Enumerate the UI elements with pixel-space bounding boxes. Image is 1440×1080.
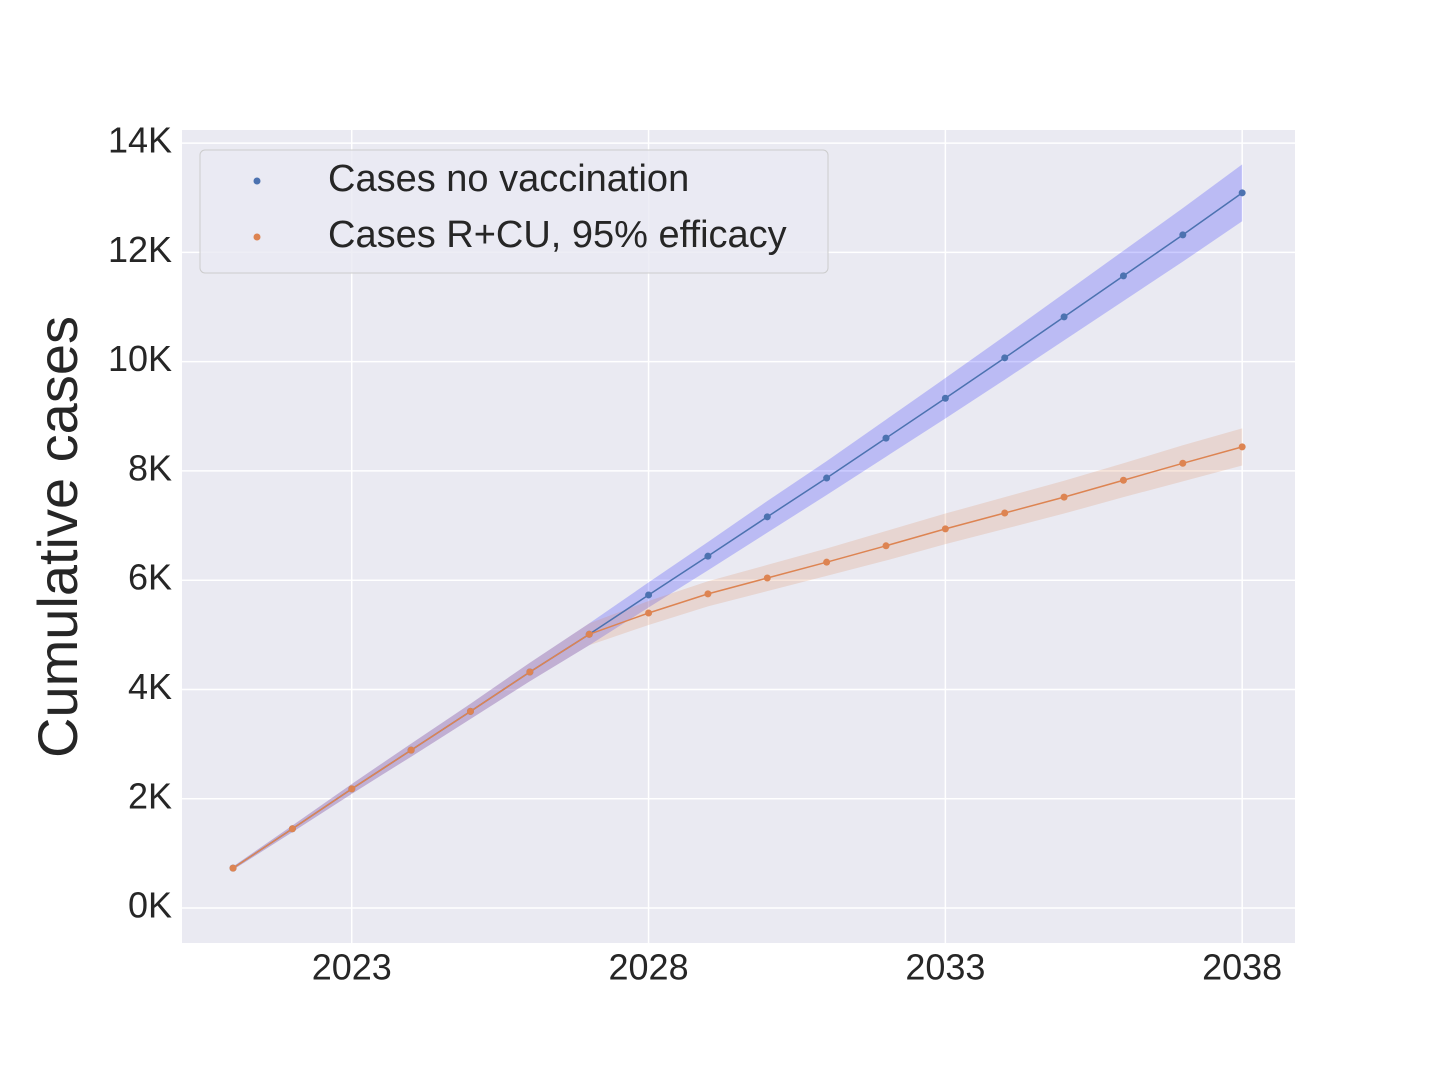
data-point bbox=[823, 558, 831, 566]
data-point bbox=[645, 609, 653, 617]
data-point bbox=[882, 434, 890, 442]
y-tick-label: 6K bbox=[128, 557, 172, 598]
legend-box bbox=[199, 149, 829, 274]
data-point bbox=[1119, 272, 1127, 280]
data-point bbox=[1060, 493, 1068, 501]
data-point bbox=[763, 574, 771, 582]
confidence-band bbox=[233, 164, 1243, 870]
data-point bbox=[1119, 476, 1127, 484]
data-point bbox=[1001, 509, 1009, 517]
y-tick-label: 2K bbox=[128, 775, 172, 816]
y-tick-label: 10K bbox=[108, 338, 172, 379]
data-point bbox=[1001, 354, 1009, 362]
y-tick-label: 12K bbox=[108, 229, 172, 270]
y-tick-label: 8K bbox=[128, 447, 172, 488]
data-point bbox=[763, 513, 771, 521]
y-tick-label: 4K bbox=[128, 666, 172, 707]
data-point bbox=[1179, 231, 1187, 239]
data-point bbox=[704, 552, 712, 560]
y-tick-label: 14K bbox=[108, 120, 172, 161]
series-line bbox=[232, 446, 1243, 869]
data-point bbox=[288, 825, 296, 833]
data-point bbox=[229, 864, 237, 872]
data-point bbox=[1238, 189, 1246, 197]
data-point bbox=[526, 668, 534, 676]
data-point bbox=[1060, 313, 1068, 321]
data-point bbox=[585, 630, 593, 638]
y-tick-label: 0K bbox=[128, 885, 172, 926]
legend-marker bbox=[253, 233, 261, 241]
data-point bbox=[466, 707, 474, 715]
x-tick-label: 2028 bbox=[609, 947, 689, 988]
x-tick-label: 2033 bbox=[905, 947, 985, 988]
legend-label: Cases R+CU, 95% efficacy bbox=[328, 214, 787, 256]
data-point bbox=[1179, 459, 1187, 467]
data-point bbox=[348, 785, 356, 793]
legend-label: Cases no vaccination bbox=[328, 158, 689, 200]
legend-marker bbox=[253, 177, 261, 185]
data-point bbox=[704, 590, 712, 598]
data-point bbox=[941, 394, 949, 402]
data-point bbox=[882, 542, 890, 550]
data-point bbox=[1238, 443, 1246, 451]
data-point bbox=[941, 525, 949, 533]
data-point bbox=[645, 591, 653, 599]
data-point bbox=[823, 474, 831, 482]
confidence-band bbox=[233, 428, 1243, 870]
x-tick-label: 2038 bbox=[1202, 947, 1282, 988]
data-point bbox=[407, 746, 415, 754]
x-tick-label: 2023 bbox=[312, 947, 392, 988]
y-axis-label: Cumulative cases bbox=[26, 316, 89, 758]
